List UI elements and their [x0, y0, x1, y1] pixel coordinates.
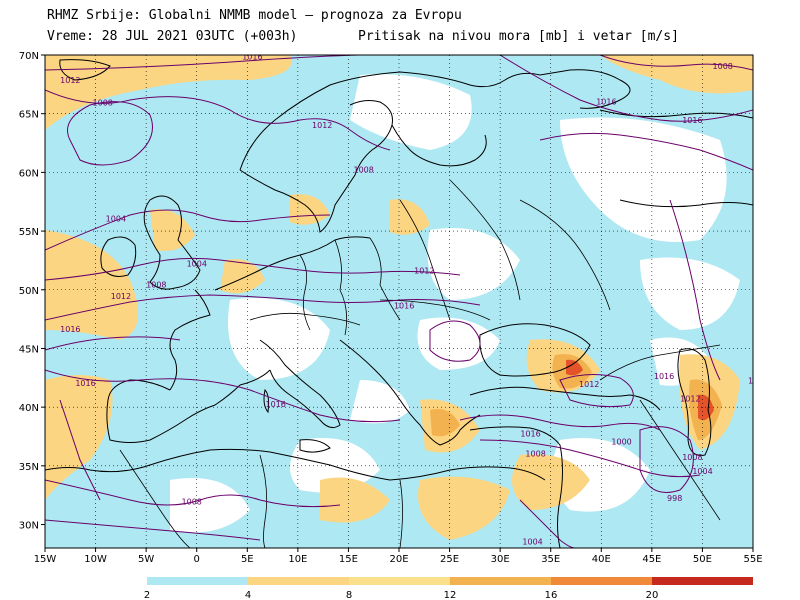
longitude-label: 15E: [339, 554, 358, 565]
isobar-label: 1012: [680, 394, 700, 403]
isobar-label: 1008: [525, 449, 545, 458]
map-subtitle: Pritisak na nivou mora [mb] i vetar [m/s…: [358, 29, 679, 44]
latitude-label: 45N: [19, 344, 39, 355]
latitude-label: 40N: [19, 403, 39, 414]
isobar-label: 1016: [654, 372, 674, 381]
colorbar-label: 20: [646, 590, 659, 600]
longitude-label: 15W: [34, 554, 57, 565]
longitude-label: 35E: [541, 554, 560, 565]
isobars: [45, 55, 753, 548]
isobar-label: 1012: [312, 121, 332, 130]
colorbar-segment: [349, 577, 450, 585]
longitude-label: 25E: [440, 554, 459, 565]
colorbar-label: 12: [444, 590, 457, 600]
isobar-label: 1016: [242, 53, 262, 62]
isobar-label: 1016: [265, 400, 285, 409]
coastlines-and-borders: [45, 59, 753, 548]
isobar-label: 1008: [713, 62, 733, 71]
longitude-label: 0: [194, 554, 200, 565]
isobar-label: 1000: [611, 438, 631, 447]
longitude-label: 45E: [642, 554, 661, 565]
latitude-labels: 70N 65N 60N 55N 50N 45N 40N 35N 30N: [19, 51, 45, 532]
isobar-label: 1004: [106, 215, 126, 224]
colorbar-label: 2: [144, 590, 150, 600]
latitude-label: 60N: [19, 168, 39, 179]
wind-speed-fill: [45, 55, 753, 548]
isobar-label: 1012: [60, 76, 80, 85]
isobar-label: 1012: [414, 266, 434, 275]
isobar-label: 1004: [522, 537, 542, 546]
isobar-label: 1012: [111, 292, 131, 301]
colorbar-label: 4: [245, 590, 251, 600]
latitude-label: 35N: [19, 462, 39, 473]
longitude-label: 50E: [693, 554, 712, 565]
isobar-label: 1016: [75, 379, 95, 388]
isobar-label: 1016: [596, 97, 616, 106]
wind-speed-colorbar: 2 4 8 12 16 20: [144, 577, 753, 600]
isobar-label: 998: [667, 494, 682, 503]
isobar-label: 1016: [394, 302, 414, 311]
colorbar-segment: [551, 577, 652, 585]
longitude-label: 55E: [743, 554, 762, 565]
latitude-label: 50N: [19, 286, 39, 297]
colorbar-segment: [248, 577, 349, 585]
colorbar-label: 8: [346, 590, 352, 600]
latitude-label: 30N: [19, 521, 39, 532]
longitude-label: 10E: [288, 554, 307, 565]
map-title-line1: RHMZ Srbije: Globalni NMMB model — progn…: [47, 8, 462, 23]
isobar-label: 1016: [60, 325, 80, 334]
longitude-label: 20E: [389, 554, 408, 565]
isobar-label: 1008: [353, 165, 373, 174]
longitude-labels: 15W 10W 5W 0 5E 10E 15E 20E 25E 30E 35E 40E 45E 50E 55…: [34, 548, 763, 565]
colorbar-label: 16: [545, 590, 558, 600]
latitude-label: 55N: [19, 227, 39, 238]
isobar-label: 1008: [93, 98, 113, 107]
isobar-label: 1008: [146, 280, 166, 289]
isobar-label: 1016: [682, 116, 702, 125]
isobar-label: 1012: [748, 377, 768, 386]
colorbar-segment: [652, 577, 753, 585]
map-title-line2: Vreme: 28 JUL 2021 03UTC (+003h): [47, 29, 298, 44]
longitude-label: 5E: [241, 554, 254, 565]
colorbar-segment: [450, 577, 551, 585]
longitude-label: 40E: [592, 554, 611, 565]
colorbar-segment: [147, 577, 248, 585]
longitude-label: 5W: [138, 554, 154, 565]
isobar-label: 1008: [682, 453, 702, 462]
isobar-label: 1008: [182, 498, 202, 507]
longitude-label: 10W: [84, 554, 107, 565]
isobar-label: 1012: [579, 380, 599, 389]
latitude-label: 65N: [19, 110, 39, 121]
latitude-label: 70N: [19, 51, 39, 62]
longitude-label: 30E: [491, 554, 510, 565]
isobar-label: 1016: [520, 429, 540, 438]
